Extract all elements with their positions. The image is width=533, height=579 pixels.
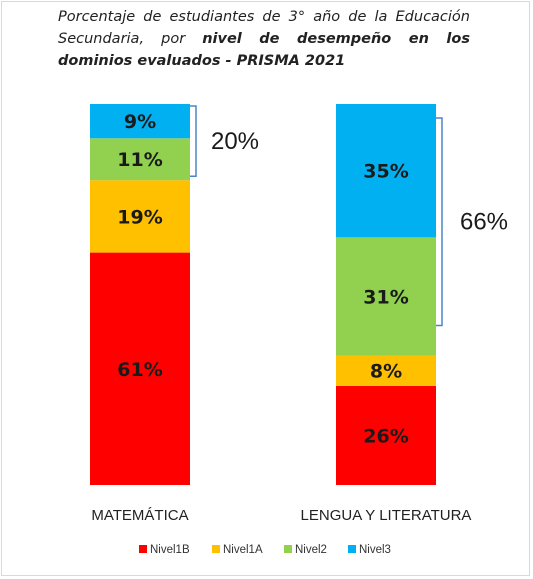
legend-swatch-nivel1a xyxy=(212,545,220,553)
data-label-lengua-y-literatura-nivel2: 31% xyxy=(363,286,408,308)
bar-matematica-nivel1b xyxy=(90,252,190,485)
bracket-label-lengua-y-literatura: 66% xyxy=(460,209,508,236)
bar-lengua-y-literatura-nivel2 xyxy=(336,237,436,356)
data-label-matematica-nivel3: 9% xyxy=(124,111,156,133)
bar-lengua-y-literatura-nivel3 xyxy=(336,104,436,238)
category-label-lengua-y-literatura: LENGUA Y LITERATURA xyxy=(301,507,472,524)
data-label-matematica-nivel1a: 19% xyxy=(117,206,162,228)
bar-lengua-y-literatura-nivel1a xyxy=(336,355,436,386)
chart-title: Porcentaje de estudiantes de 3° año de l… xyxy=(58,6,470,72)
legend-label-nivel1a: Nivel1A xyxy=(223,544,263,556)
legend-label-nivel1b: Nivel1B xyxy=(150,544,190,556)
bar-matematica-nivel3 xyxy=(90,104,190,139)
legend-label-nivel3: Nivel3 xyxy=(359,544,391,556)
bracket-lengua-y-literatura xyxy=(436,117,443,327)
chart-title-regular: Porcentaje de estudiantes de 3° año de l… xyxy=(58,9,470,47)
data-label-lengua-y-literatura-nivel1a: 8% xyxy=(370,361,402,383)
chart-title-bold: nivel de desempeño en los dominios evalu… xyxy=(58,31,470,69)
data-label-lengua-y-literatura-nivel3: 35% xyxy=(363,161,408,183)
bar-matematica-nivel1a xyxy=(90,180,190,253)
data-label-matematica-nivel2: 11% xyxy=(117,149,162,171)
legend-swatch-nivel1b xyxy=(139,545,147,553)
category-label-matematica: MATEMÁTICA xyxy=(91,507,188,524)
legend-swatch-nivel2 xyxy=(284,545,292,553)
data-label-matematica-nivel1b: 61% xyxy=(117,359,162,381)
legend-label-nivel2: Nivel2 xyxy=(295,544,327,556)
bracket-matematica xyxy=(190,105,197,177)
bar-lengua-y-literatura-nivel1b xyxy=(336,385,436,485)
bracket-label-matematica: 20% xyxy=(211,128,259,155)
legend-swatch-nivel3 xyxy=(348,545,356,553)
data-label-lengua-y-literatura-nivel1b: 26% xyxy=(363,425,408,447)
bar-matematica-nivel2 xyxy=(90,138,190,181)
